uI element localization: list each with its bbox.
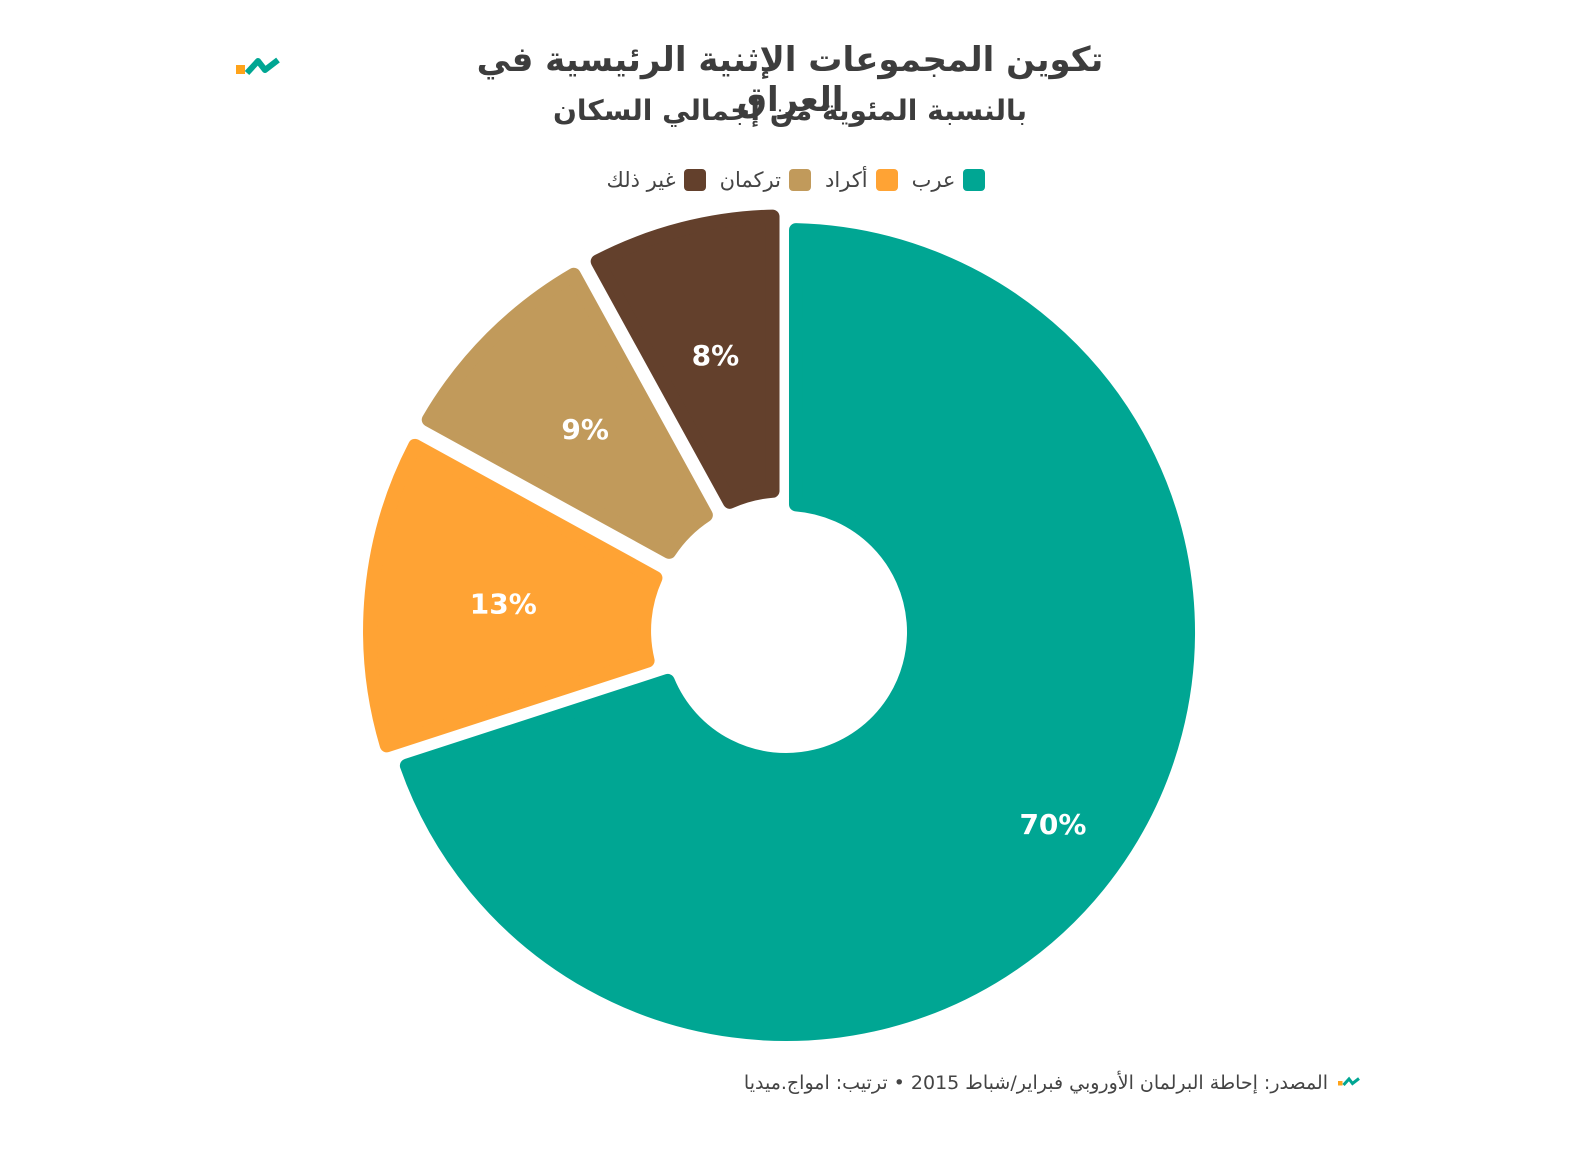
slice-value-label: 70% — [1019, 808, 1086, 841]
legend-item: أكراد — [825, 168, 898, 192]
donut-slice — [590, 209, 780, 509]
slice-value-label: 9% — [561, 413, 609, 446]
brand-logo-small — [1338, 1076, 1360, 1087]
chart-legend: عرب أكراد تركمان غير ذلك — [0, 168, 1592, 192]
chart-title: تكوين المجموعات الإثنية الرئيسية في العر… — [476, 40, 1104, 120]
legend-swatch — [788, 169, 811, 191]
legend-label: عرب — [911, 168, 956, 192]
source-text: المصدر: إحاطة البرلمان الأوروبي فبراير/ش… — [743, 1072, 1328, 1094]
legend-label: غير ذلك — [606, 168, 676, 192]
slice-value-label: 8% — [692, 339, 740, 372]
legend-label: تركمان — [719, 168, 781, 192]
legend-label: أكراد — [824, 168, 868, 192]
chart-source: المصدر: إحاطة البرلمان الأوروبي فبراير/ش… — [600, 1072, 1360, 1094]
legend-swatch — [963, 169, 986, 191]
donut-slice — [421, 267, 713, 559]
slice-value-label: 13% — [470, 587, 537, 620]
brand-logo — [236, 57, 280, 76]
donut-slice — [363, 438, 663, 753]
legend-item: تركمان — [720, 168, 811, 192]
legend-swatch — [683, 169, 706, 191]
legend-item: غير ذلك — [607, 168, 706, 192]
chart-subtitle: بالنسبة المئوية من إجمالي السكان — [553, 94, 1027, 127]
donut-slice — [399, 223, 1195, 1041]
legend-swatch — [875, 169, 898, 191]
legend-item: عرب — [912, 168, 986, 192]
